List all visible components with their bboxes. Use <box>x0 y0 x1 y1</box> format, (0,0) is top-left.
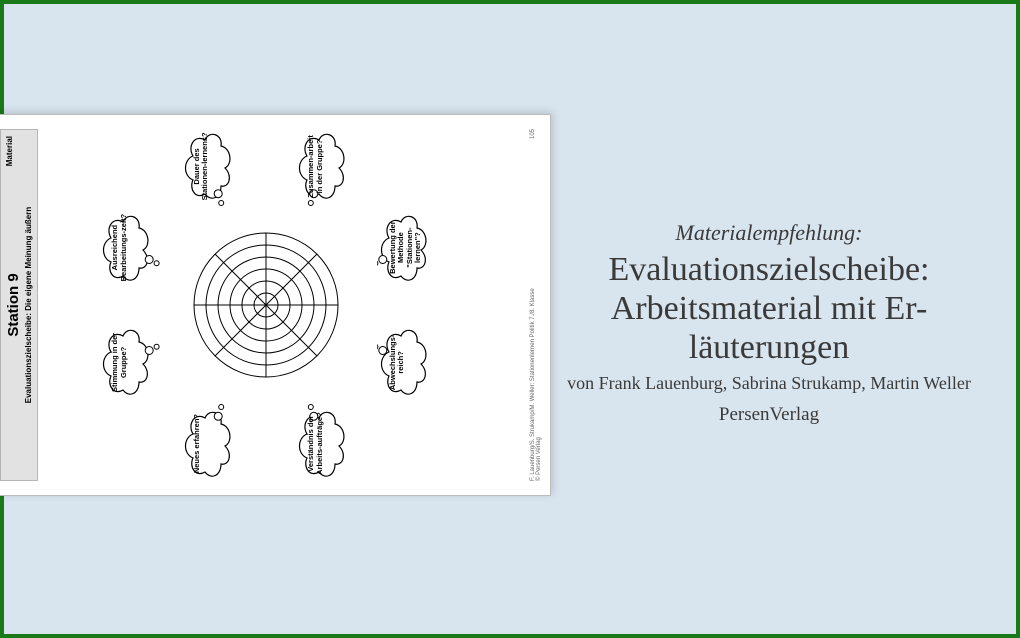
thought-bubble: Stimmung in der Gruppe? <box>99 322 171 402</box>
thought-bubble: Zusammen-arbeit in der Gruppe? <box>295 126 367 206</box>
target-diagram-area: Stimmung in der Gruppe? Ausreichend Bearb… <box>46 129 486 481</box>
worksheet-title: Station 9 <box>5 136 22 474</box>
worksheet-footer: F. Lauenburg/S. Strukamp/M. Weller: Stat… <box>530 129 542 481</box>
recommend-label: Materialempfehlung: <box>676 220 863 246</box>
thought-bubble: Ausreichend Bearbeitungs-zeit? <box>99 208 171 288</box>
worksheet-tag: Material <box>5 136 14 166</box>
thought-bubble: Abwechslungs-reich? <box>377 322 449 402</box>
thought-bubble: Dauer des Stationen-lernens? <box>181 126 253 206</box>
worksheet-page: Material Station 9 Evaluationszielscheib… <box>0 114 551 496</box>
thought-bubble-text: Ausreichend Bearbeitungs-zeit? <box>111 214 128 282</box>
footer-copyright: © Persen Verlag <box>536 288 542 481</box>
footer-page-number: 105 <box>530 129 542 139</box>
worksheet-subtitle: Evaluationszielscheibe: Die eigene Meinu… <box>24 136 33 474</box>
thought-bubble-text: Neues erfahren? <box>193 410 202 478</box>
thought-bubble-text: Abwechslungs-reich? <box>389 328 406 396</box>
thought-bubble-text: Bewertung der Methode "Stationen-lernen"… <box>389 214 424 282</box>
page-frame: Material Station 9 Evaluationszielscheib… <box>0 0 1020 638</box>
publisher-line: PersenVerlag <box>719 404 819 426</box>
recommendation-panel: Materialempfehlung: Evaluationszielschei… <box>544 4 994 638</box>
thought-bubble-text: Verständnis der Arbeits-aufträge? <box>307 410 324 478</box>
main-title: Evaluationszielscheibe: Arbeitsmaterial … <box>554 250 984 367</box>
thought-bubble: Neues erfahren? <box>181 404 253 484</box>
worksheet-inner: Material Station 9 Evaluationszielscheib… <box>0 115 550 495</box>
target-diagram <box>186 225 346 385</box>
worksheet-header: Material Station 9 Evaluationszielscheib… <box>0 129 38 481</box>
thought-bubble: Bewertung der Methode "Stationen-lernen"… <box>377 208 449 288</box>
thought-bubble-text: Stimmung in der Gruppe? <box>111 328 128 396</box>
authors-line: von Frank Lauenburg, Sabrina Strukamp, M… <box>567 373 971 394</box>
thought-bubble-text: Zusammen-arbeit in der Gruppe? <box>307 132 324 200</box>
footer-left: F. Lauenburg/S. Strukamp/M. Weller: Stat… <box>530 288 542 481</box>
thought-bubble-text: Dauer des Stationen-lernens? <box>193 132 210 200</box>
thought-bubble: Verständnis der Arbeits-aufträge? <box>295 404 367 484</box>
